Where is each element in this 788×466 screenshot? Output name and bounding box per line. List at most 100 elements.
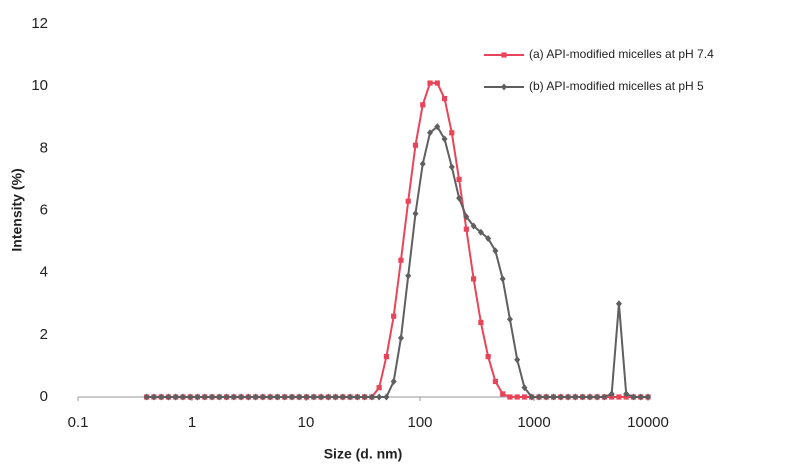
y-tick-label: 12 (31, 15, 48, 32)
data-point (339, 393, 346, 401)
data-point (281, 393, 288, 401)
x-tick-label: 100 (407, 414, 432, 431)
y-tick-label: 2 (40, 326, 48, 343)
data-point (245, 393, 252, 401)
data-point (223, 393, 230, 401)
data-point (412, 142, 419, 148)
data-point (528, 393, 535, 401)
data-point (172, 393, 179, 401)
data-point (347, 393, 354, 401)
data-point (485, 234, 492, 242)
data-point (216, 393, 223, 401)
data-point (630, 393, 637, 401)
data-point (456, 176, 462, 183)
legend-label: (a) API-modified micelles at pH 7.4 (529, 47, 714, 61)
data-point (376, 393, 383, 401)
data-point (637, 393, 644, 401)
data-point (521, 394, 528, 400)
data-point (252, 393, 259, 401)
x-tick-label: 0.1 (68, 414, 89, 431)
data-point (565, 393, 572, 401)
data-point (514, 356, 521, 364)
data-point (303, 393, 310, 401)
series-line (146, 82, 648, 398)
data-point (325, 393, 332, 401)
data-point (238, 393, 245, 401)
data-point (463, 226, 469, 232)
data-point (267, 393, 274, 401)
data-point (623, 390, 630, 398)
data-point (165, 393, 172, 401)
x-tick-label: 1000 (517, 414, 550, 431)
data-point (471, 276, 477, 282)
data-point (601, 393, 608, 401)
data-point (572, 393, 579, 401)
data-point (594, 393, 601, 401)
data-point (499, 275, 506, 283)
data-point (434, 80, 440, 86)
data-point (492, 247, 499, 255)
y-axis-title: Intensity (%) (9, 168, 25, 251)
data-point (586, 393, 593, 401)
data-point (158, 393, 165, 401)
data-point (463, 213, 470, 221)
data-point (390, 377, 397, 385)
y-tick-label: 8 (40, 139, 48, 156)
data-point (543, 393, 550, 401)
data-point (427, 80, 433, 86)
data-point (412, 210, 419, 218)
data-point (500, 391, 506, 397)
data-point (507, 394, 513, 400)
y-tick-label: 10 (31, 77, 48, 94)
data-point (209, 393, 216, 401)
data-point (535, 393, 542, 401)
data-point (615, 300, 622, 308)
legend-marker (501, 83, 507, 91)
data-point (310, 393, 317, 401)
data-point (456, 194, 463, 202)
data-point (420, 102, 426, 108)
data-point (470, 222, 477, 230)
data-point (397, 334, 404, 342)
data-point (485, 353, 491, 360)
data-point (143, 393, 150, 401)
data-point (150, 393, 157, 401)
data-point (579, 393, 586, 401)
data-point (398, 257, 404, 263)
data-point (434, 123, 441, 131)
data-point (296, 393, 303, 401)
legend-marker (501, 52, 507, 58)
data-point (557, 393, 564, 401)
x-axis-title: Size (d. nm) (324, 446, 403, 462)
y-tick-label: 6 (40, 201, 48, 218)
data-point (383, 393, 390, 401)
data-point (478, 319, 484, 325)
data-point (405, 198, 411, 204)
data-point (354, 393, 361, 401)
data-point (201, 393, 208, 401)
data-point (332, 393, 339, 401)
data-point (405, 272, 412, 280)
y-tick-label: 4 (40, 264, 48, 281)
data-point (230, 393, 237, 401)
data-point (288, 393, 295, 401)
data-point (616, 394, 622, 400)
data-point (259, 393, 266, 401)
data-point (506, 315, 513, 323)
series-line (146, 125, 648, 398)
x-tick-label: 10 (298, 414, 315, 431)
x-tick-label: 10000 (627, 414, 669, 431)
data-point (449, 130, 455, 136)
data-point (608, 390, 615, 398)
data-point (477, 228, 484, 236)
data-point (514, 394, 520, 400)
data-point (368, 393, 375, 401)
data-point (194, 393, 201, 401)
data-point (521, 384, 528, 392)
data-point (441, 96, 448, 102)
data-point (550, 393, 557, 401)
data-point (383, 353, 390, 360)
data-point (448, 163, 455, 171)
x-tick-label: 1 (188, 414, 196, 431)
